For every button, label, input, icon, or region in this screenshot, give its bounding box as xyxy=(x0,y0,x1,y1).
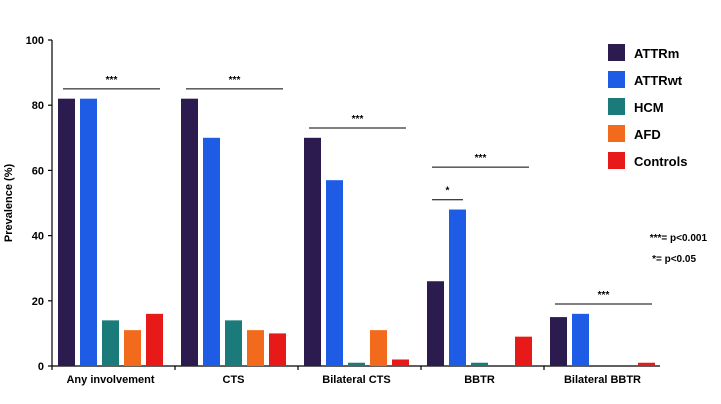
category-label: Bilateral CTS xyxy=(322,374,390,386)
significance-notes: ***= p<0.001 *= p<0.05 xyxy=(650,233,708,265)
bar-afd-1 xyxy=(247,330,264,366)
legend-swatch-controls xyxy=(608,152,625,169)
significance-label: *** xyxy=(598,290,610,301)
bar-controls-3 xyxy=(515,336,532,366)
bar-attrm-2 xyxy=(304,137,321,366)
bar-attrwt-1 xyxy=(203,137,220,366)
y-tick-label: 80 xyxy=(32,100,44,112)
category-label: BBTR xyxy=(464,374,495,386)
bar-hcm-0 xyxy=(102,320,119,366)
significance-label: *** xyxy=(475,153,487,164)
bar-attrwt-4 xyxy=(572,313,589,366)
category-label: CTS xyxy=(223,374,245,386)
bar-attrm-3 xyxy=(427,281,444,366)
y-tick-label: 20 xyxy=(32,296,44,308)
bar-controls-1 xyxy=(269,333,286,366)
significance-label: *** xyxy=(352,114,364,125)
legend-swatch-hcm xyxy=(608,98,625,115)
bar-afd-0 xyxy=(124,330,141,366)
legend-swatch-attrwt xyxy=(608,71,625,88)
significance-label: *** xyxy=(229,75,241,86)
legend-swatch-afd xyxy=(608,125,625,142)
legend-label-attrm: ATTRm xyxy=(634,46,679,61)
bar-controls-2 xyxy=(392,359,409,366)
bar-afd-2 xyxy=(370,330,387,366)
bar-attrm-4 xyxy=(550,317,567,366)
y-tick-label: 100 xyxy=(26,35,44,47)
y-tick-label: 0 xyxy=(38,361,44,373)
bar-attrwt-2 xyxy=(326,180,343,366)
significance-label: * xyxy=(446,186,450,197)
bar-hcm-1 xyxy=(225,320,242,366)
bar-controls-4 xyxy=(638,362,655,366)
legend-label-controls: Controls xyxy=(634,154,687,169)
note-p05: *= p<0.05 xyxy=(652,254,696,265)
y-axis-title: Prevalence (%) xyxy=(3,164,15,243)
legend-swatch-attrm xyxy=(608,44,625,61)
bar-controls-0 xyxy=(146,313,163,366)
bar-attrm-0 xyxy=(58,98,75,367)
y-tick-label: 40 xyxy=(32,231,44,243)
significance-label: *** xyxy=(106,75,118,86)
note-p001: ***= p<0.001 xyxy=(650,233,708,244)
bar-hcm-3 xyxy=(471,362,488,366)
legend-label-attrwt: ATTRwt xyxy=(634,73,683,88)
bar-hcm-2 xyxy=(348,362,365,366)
bar-attrwt-3 xyxy=(449,209,466,366)
legend: ATTRm ATTRwt HCM AFD Controls xyxy=(608,44,687,169)
category-label: Any involvement xyxy=(66,374,154,386)
legend-label-afd: AFD xyxy=(634,127,661,142)
y-tick-label: 60 xyxy=(32,165,44,177)
plot-area: 0 20 40 60 80 100 Any involvement CTS Bilateral … xyxy=(26,35,660,386)
bar-attrm-1 xyxy=(181,98,198,367)
legend-label-hcm: HCM xyxy=(634,100,664,115)
category-label: Bilateral BBTR xyxy=(564,374,641,386)
bar-attrwt-0 xyxy=(80,98,97,367)
